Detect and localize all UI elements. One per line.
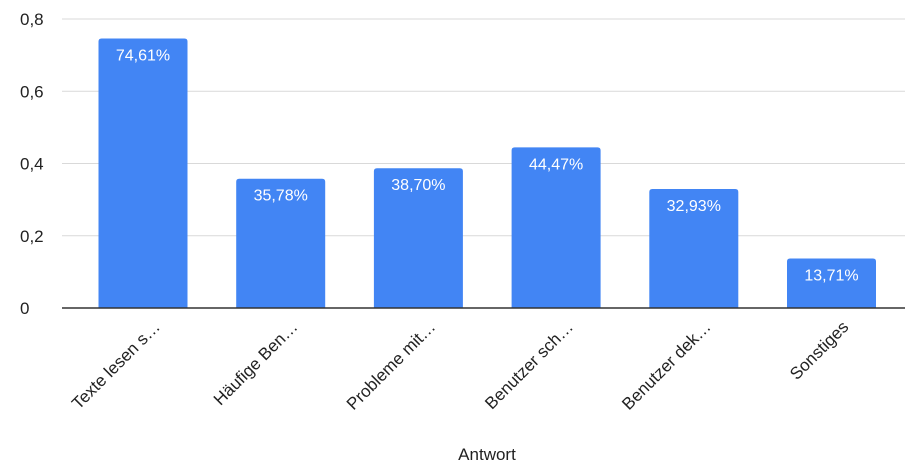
bar <box>373 168 463 308</box>
y-tick-label: 0,6 <box>20 82 44 101</box>
bar <box>649 189 739 308</box>
x-axis-title: Antwort <box>458 445 516 464</box>
y-tick-label: 0,4 <box>20 155 44 174</box>
bar-data-label: 44,47% <box>529 156 583 173</box>
y-tick-label: 0,8 <box>20 10 44 29</box>
x-tick-label: Häufige Ben… <box>210 317 302 409</box>
bar <box>98 38 188 308</box>
bar <box>511 147 601 308</box>
y-tick-label: 0,2 <box>20 227 44 246</box>
x-axis-tick-labels: Texte lesen s… Häufige Ben… Probleme mit… B… <box>68 317 852 413</box>
x-tick-label: Texte lesen s… <box>68 317 164 413</box>
x-tick-label: Probleme mit… <box>343 317 439 413</box>
bar <box>787 258 876 308</box>
y-tick-label: 0 <box>20 299 29 318</box>
bar-data-label: 32,93% <box>667 198 721 215</box>
x-tick-label: Benutzer sch… <box>481 317 577 413</box>
y-axis-tick-labels: 0 0,2 0,4 0,6 0,8 <box>20 10 44 318</box>
x-tick-label: Sonstiges <box>786 317 852 383</box>
bar-data-label: 35,78% <box>254 188 308 205</box>
bar <box>236 178 326 308</box>
bar-data-label: 74,61% <box>116 47 170 64</box>
x-tick-label: Benutzer dek… <box>618 317 714 413</box>
bar-data-labels: 74,61% 35,78% 38,70% 44,47% 32,93% 13,71% <box>116 47 859 284</box>
bars <box>98 38 876 308</box>
bar-data-label: 38,70% <box>391 177 445 194</box>
bar-data-label: 13,71% <box>804 267 858 284</box>
gridlines <box>62 18 905 237</box>
